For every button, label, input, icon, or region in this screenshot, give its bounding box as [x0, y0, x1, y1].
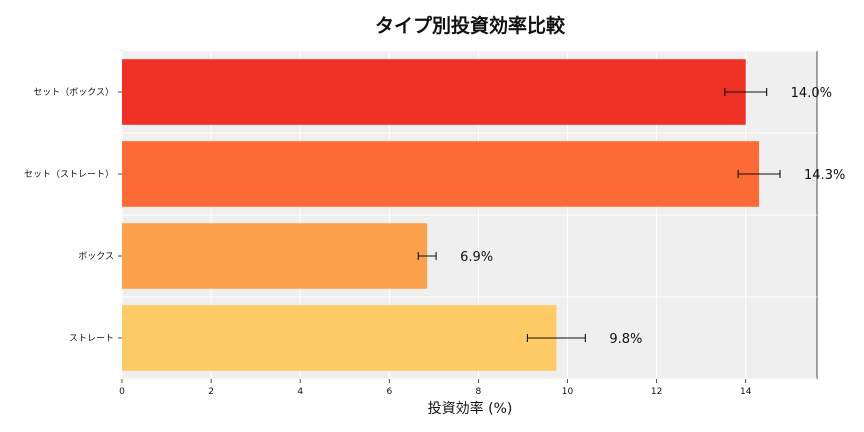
data-label: 14.3%: [804, 168, 845, 183]
error-bar: [417, 252, 437, 260]
data-label: 6.9%: [460, 250, 493, 265]
bar: [122, 223, 428, 289]
y-tick-label: セット（ボックス）: [33, 87, 114, 98]
chart-title: タイプ別投資効率比較: [375, 14, 566, 37]
data-label: 14.0%: [791, 86, 832, 101]
error-bars: [417, 88, 781, 342]
x-tick-label: 10: [562, 387, 574, 397]
bar: [122, 305, 557, 371]
x-tick-label: 4: [297, 387, 303, 397]
y-tick-label: ボックス: [78, 251, 114, 262]
x-tick-label: 12: [651, 387, 662, 397]
error-bar: [724, 88, 768, 96]
x-axis-label: 投資効率 (%): [428, 400, 513, 417]
y-tick-label: ストレート: [69, 334, 114, 344]
x-tick-label: 8: [476, 387, 482, 397]
data-labels: 14.0% 14.3% 6.9% 9.8%: [460, 86, 845, 347]
error-bar: [737, 170, 781, 178]
bars: [122, 59, 760, 371]
x-axis-ticks: 0 2 4 6 8 10 12 14: [119, 379, 752, 397]
x-tick-label: 14: [740, 387, 752, 397]
bar: [122, 59, 746, 125]
y-tick-label: セット（ストレート）: [24, 169, 114, 180]
data-label: 9.8%: [609, 332, 642, 347]
x-tick-label: 2: [208, 387, 214, 397]
error-bar: [526, 334, 586, 342]
bar: [122, 141, 760, 207]
x-tick-label: 0: [119, 387, 125, 397]
x-tick-label: 6: [386, 387, 392, 397]
